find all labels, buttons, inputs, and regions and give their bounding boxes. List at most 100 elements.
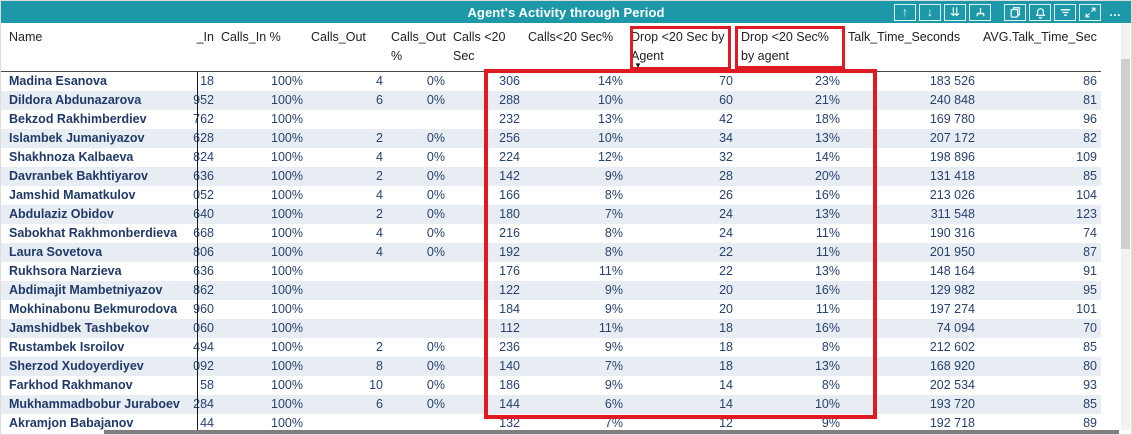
cell-talk-time[interactable]: 129 982: [929, 283, 975, 297]
cell-calls-out[interactable]: [307, 262, 387, 281]
cell-drop-u20-pct[interactable]: 16%: [814, 321, 840, 335]
cell-calls-in[interactable]: 628: [193, 131, 214, 145]
cell-calls-u20[interactable]: 192: [499, 245, 520, 259]
cell-calls-u20-pct[interactable]: 13%: [597, 112, 623, 126]
cell-calls-out-pct[interactable]: 0%: [426, 207, 445, 221]
cell-drop-u20-pct[interactable]: 13%: [814, 207, 840, 221]
drill-up-icon[interactable]: ↑: [894, 3, 916, 21]
column-header-calls-u20-pct[interactable]: Calls<20 Sec%: [524, 23, 627, 72]
cell-calls-out[interactable]: [307, 300, 387, 319]
cell-drop-u20[interactable]: 22: [719, 245, 733, 259]
cell-calls-in-pct[interactable]: 100%: [271, 188, 303, 202]
cell-avg-talk-time[interactable]: 81: [1083, 93, 1097, 107]
cell-calls-u20-pct[interactable]: 8%: [604, 245, 623, 259]
cell-calls-out-pct[interactable]: [387, 319, 449, 338]
horizontal-scrollbar-thumb[interactable]: [104, 430, 1119, 434]
cell-calls-u20-pct[interactable]: 9%: [604, 340, 623, 354]
cell-talk-time[interactable]: 131 418: [929, 169, 975, 183]
cell-name[interactable]: Farkhod Rakhmanov: [9, 378, 133, 392]
cell-calls-out-pct[interactable]: [387, 281, 449, 300]
cell-calls-out-pct[interactable]: 0%: [426, 131, 445, 145]
cell-avg-talk-time[interactable]: 93: [1083, 378, 1097, 392]
cell-drop-u20[interactable]: 32: [719, 150, 733, 164]
cell-calls-in[interactable]: 668: [193, 226, 214, 240]
cell-name[interactable]: Sabokhat Rakhmonberdieva: [9, 226, 178, 240]
cell-talk-time[interactable]: 148 164: [929, 264, 975, 278]
cell-talk-time[interactable]: 168 920: [929, 359, 975, 373]
cell-calls-out[interactable]: 4: [376, 150, 383, 164]
cell-calls-u20[interactable]: 224: [499, 150, 520, 164]
cell-calls-u20-pct[interactable]: 7%: [604, 416, 623, 430]
cell-drop-u20[interactable]: 14: [719, 378, 733, 392]
cell-drop-u20-pct[interactable]: 13%: [814, 264, 840, 278]
cell-drop-u20[interactable]: 60: [719, 93, 733, 107]
cell-drop-u20-pct[interactable]: 8%: [821, 340, 840, 354]
cell-drop-u20[interactable]: 20: [719, 283, 733, 297]
cell-drop-u20[interactable]: 18: [719, 321, 733, 335]
cell-talk-time[interactable]: 193 720: [929, 397, 975, 411]
table-row[interactable]: Mukhammadbobur Juraboev 284 100% 6 0% 14…: [1, 395, 1101, 414]
cell-avg-talk-time[interactable]: 85: [1083, 340, 1097, 354]
cell-calls-u20[interactable]: 144: [499, 397, 520, 411]
cell-avg-talk-time[interactable]: 109: [1076, 150, 1097, 164]
cell-avg-talk-time[interactable]: 89: [1083, 416, 1097, 430]
table-row[interactable]: Davranbek Bakhtiyarov 636 100% 2 0% 142 …: [1, 167, 1101, 186]
cell-calls-in-pct[interactable]: 100%: [271, 321, 303, 335]
cell-calls-u20-pct[interactable]: 6%: [604, 397, 623, 411]
cell-name[interactable]: Bekzod Rakhimberdiev: [9, 112, 147, 126]
cell-calls-in-pct[interactable]: 100%: [271, 416, 303, 430]
cell-drop-u20[interactable]: 26: [719, 188, 733, 202]
cell-calls-in-pct[interactable]: 100%: [271, 207, 303, 221]
cell-calls-u20[interactable]: 306: [499, 74, 520, 88]
cell-calls-in-pct[interactable]: 100%: [271, 93, 303, 107]
cell-avg-talk-time[interactable]: 95: [1083, 283, 1097, 297]
cell-talk-time[interactable]: 311 548: [930, 207, 975, 221]
cell-talk-time[interactable]: 202 534: [929, 378, 975, 392]
cell-calls-in[interactable]: 762: [193, 112, 214, 126]
cell-calls-u20-pct[interactable]: 14%: [597, 74, 623, 88]
cell-calls-in-pct[interactable]: 100%: [271, 340, 303, 354]
cell-drop-u20-pct[interactable]: 16%: [814, 188, 840, 202]
cell-calls-out[interactable]: 2: [376, 131, 383, 145]
cell-calls-out[interactable]: 10: [369, 378, 383, 392]
cell-avg-talk-time[interactable]: 70: [1083, 321, 1097, 335]
cell-drop-u20-pct[interactable]: 11%: [815, 245, 840, 259]
cell-avg-talk-time[interactable]: 101: [1076, 302, 1097, 316]
table-row[interactable]: Laura Sovetova 806 100% 4 0% 192 8% 22 1…: [1, 243, 1101, 262]
cell-calls-out-pct[interactable]: 0%: [426, 150, 445, 164]
cell-calls-u20[interactable]: 176: [499, 264, 520, 278]
cell-drop-u20-pct[interactable]: 11%: [815, 302, 840, 316]
cell-name[interactable]: Sherzod Xudoyerdiyev: [9, 359, 144, 373]
cell-calls-in[interactable]: 640: [193, 207, 214, 221]
cell-calls-in[interactable]: 636: [193, 169, 214, 183]
cell-drop-u20[interactable]: 22: [719, 264, 733, 278]
cell-drop-u20-pct[interactable]: 13%: [814, 131, 840, 145]
cell-talk-time[interactable]: 212 602: [929, 340, 975, 354]
cell-calls-in-pct[interactable]: 100%: [271, 378, 303, 392]
cell-calls-u20-pct[interactable]: 7%: [604, 359, 623, 373]
cell-name[interactable]: Islambek Jumaniyazov: [9, 131, 145, 145]
cell-calls-in[interactable]: 862: [193, 283, 214, 297]
cell-calls-u20-pct[interactable]: 9%: [604, 302, 623, 316]
cell-calls-out-pct[interactable]: [387, 300, 449, 319]
cell-talk-time[interactable]: 183 526: [929, 74, 975, 88]
cell-avg-talk-time[interactable]: 74: [1083, 226, 1097, 240]
cell-calls-out-pct[interactable]: [387, 110, 449, 129]
filter-icon[interactable]: [1054, 3, 1076, 21]
table-row[interactable]: Rukhsora Narzieva 636 100% 176 11% 22 13…: [1, 262, 1101, 281]
table-row[interactable]: Islambek Jumaniyazov 628 100% 2 0% 256 1…: [1, 129, 1101, 148]
cell-calls-in[interactable]: 824: [193, 150, 214, 164]
cell-drop-u20-pct[interactable]: 11%: [815, 226, 840, 240]
column-header-avg-talk-time[interactable]: AVG.Talk_Time_Sec: [979, 23, 1101, 72]
cell-calls-out-pct[interactable]: 0%: [426, 378, 445, 392]
cell-calls-in[interactable]: 092: [193, 359, 214, 373]
cell-calls-out[interactable]: 6: [376, 397, 383, 411]
cell-calls-in[interactable]: 960: [193, 302, 214, 316]
cell-calls-in-pct[interactable]: 100%: [271, 169, 303, 183]
cell-calls-in-pct[interactable]: 100%: [271, 245, 303, 259]
cell-calls-out[interactable]: [307, 319, 387, 338]
cell-drop-u20[interactable]: 70: [719, 74, 733, 88]
column-header-calls-in-pct[interactable]: Calls_In %: [217, 23, 307, 72]
more-options-icon[interactable]: …: [1109, 5, 1121, 19]
table-row[interactable]: Dildora Abdunazarova 952 100% 6 0% 288 1…: [1, 91, 1101, 110]
